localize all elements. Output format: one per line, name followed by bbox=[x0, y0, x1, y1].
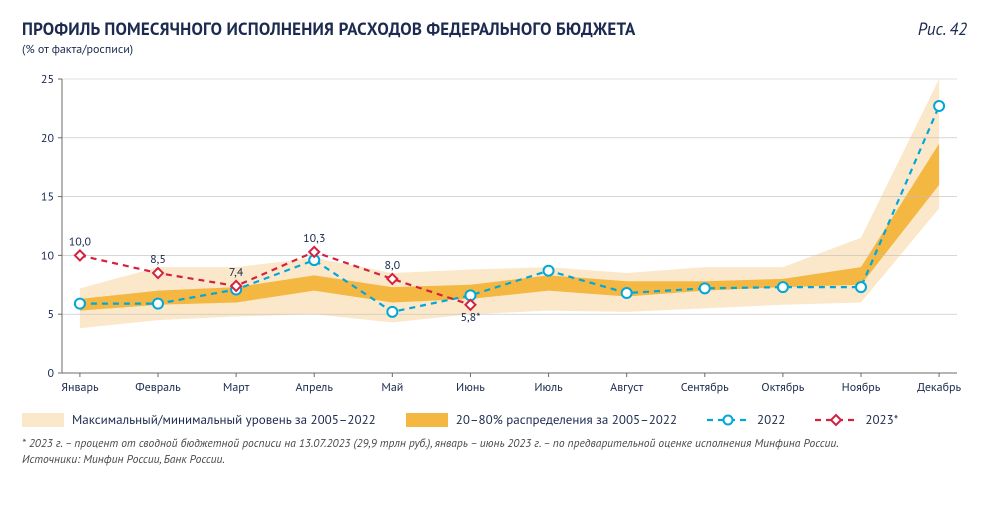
legend-label: 2023* bbox=[865, 411, 898, 428]
series-marker bbox=[622, 288, 632, 298]
legend: Максимальный/минимальный уровень за 2005… bbox=[22, 411, 967, 428]
legend-label: Максимальный/минимальный уровень за 2005… bbox=[72, 411, 376, 428]
footnote: * 2023 г. – процент от сводной бюджетной… bbox=[22, 436, 967, 467]
footnote-line-1: * 2023 г. – процент от сводной бюджетной… bbox=[22, 436, 967, 452]
x-tick-label: Ноябрь bbox=[842, 380, 881, 395]
y-tick-label: 20 bbox=[41, 131, 55, 146]
x-tick-label: Март bbox=[223, 380, 250, 395]
y-tick-label: 0 bbox=[47, 366, 54, 381]
y-tick-label: 15 bbox=[41, 190, 54, 205]
y-tick-label: 5 bbox=[47, 307, 54, 322]
figure-number: Рис. 42 bbox=[918, 18, 967, 40]
legend-label: 2022 bbox=[757, 411, 785, 428]
series-2023-value-label: 7,4 bbox=[229, 265, 244, 280]
figure-container: ПРОФИЛЬ ПОМЕСЯЧНОГО ИСПОЛНЕНИЯ РАСХОДОВ … bbox=[0, 0, 989, 522]
figure-title: ПРОФИЛЬ ПОМЕСЯЧНОГО ИСПОЛНЕНИЯ РАСХОДОВ … bbox=[22, 18, 636, 40]
series-2023-value-label: 10,3 bbox=[303, 231, 325, 246]
series-2023-value-label: 8,0 bbox=[384, 258, 400, 273]
title-block: ПРОФИЛЬ ПОМЕСЯЧНОГО ИСПОЛНЕНИЯ РАСХОДОВ … bbox=[22, 18, 636, 57]
series-marker bbox=[544, 266, 554, 276]
series-marker bbox=[856, 282, 866, 292]
legend-swatch bbox=[406, 413, 448, 427]
x-tick-label: Февраль bbox=[135, 380, 181, 395]
x-tick-label: Октябрь bbox=[761, 380, 804, 395]
x-tick-label: Сентябрь bbox=[681, 380, 729, 395]
series-marker bbox=[934, 101, 944, 111]
legend-swatch bbox=[707, 413, 749, 427]
plot-area: 0 5 10 15 20 25 Январь Февраль Март Апрель Май Июнь… bbox=[22, 71, 967, 401]
series-2023-value-label: 8,5 bbox=[150, 252, 166, 267]
legend-swatch bbox=[815, 413, 857, 427]
header-row: ПРОФИЛЬ ПОМЕСЯЧНОГО ИСПОЛНЕНИЯ РАСХОДОВ … bbox=[22, 18, 967, 57]
x-tick-label: Июнь bbox=[456, 380, 485, 395]
x-tick-label: Май bbox=[381, 380, 403, 395]
legend-item: 2023* bbox=[815, 411, 898, 428]
y-tick-label: 10 bbox=[41, 248, 55, 263]
legend-swatch bbox=[22, 413, 64, 427]
legend-item: 20–80% распределения за 2005–2022 bbox=[406, 411, 677, 428]
figure-subtitle: (% от факта/росписи) bbox=[22, 42, 636, 57]
series-marker bbox=[75, 299, 85, 309]
series-marker bbox=[75, 250, 85, 260]
series-marker bbox=[778, 282, 788, 292]
x-tick-label: Август bbox=[610, 380, 643, 395]
series-2023-value-label: 5,8* bbox=[460, 310, 480, 325]
x-tick-label: Апрель bbox=[296, 380, 334, 395]
chart-svg: 0 5 10 15 20 25 Январь Февраль Март Апрель Май Июнь… bbox=[22, 71, 967, 401]
x-tick-label: Июль bbox=[534, 380, 563, 395]
series-marker bbox=[153, 299, 163, 309]
series-marker bbox=[387, 307, 397, 317]
series-2023-value-label: 10,0 bbox=[69, 234, 92, 249]
legend-item: 2022 bbox=[707, 411, 785, 428]
y-tick-label: 25 bbox=[41, 72, 54, 87]
legend-label: 20–80% распределения за 2005–2022 bbox=[456, 411, 677, 428]
series-marker bbox=[700, 283, 710, 293]
x-tick-label: Декабрь bbox=[917, 380, 961, 395]
x-tick-label: Январь bbox=[61, 380, 99, 395]
footnote-line-2: Источники: Минфин России, Банк России. bbox=[22, 452, 967, 468]
legend-item: Максимальный/минимальный уровень за 2005… bbox=[22, 411, 376, 428]
